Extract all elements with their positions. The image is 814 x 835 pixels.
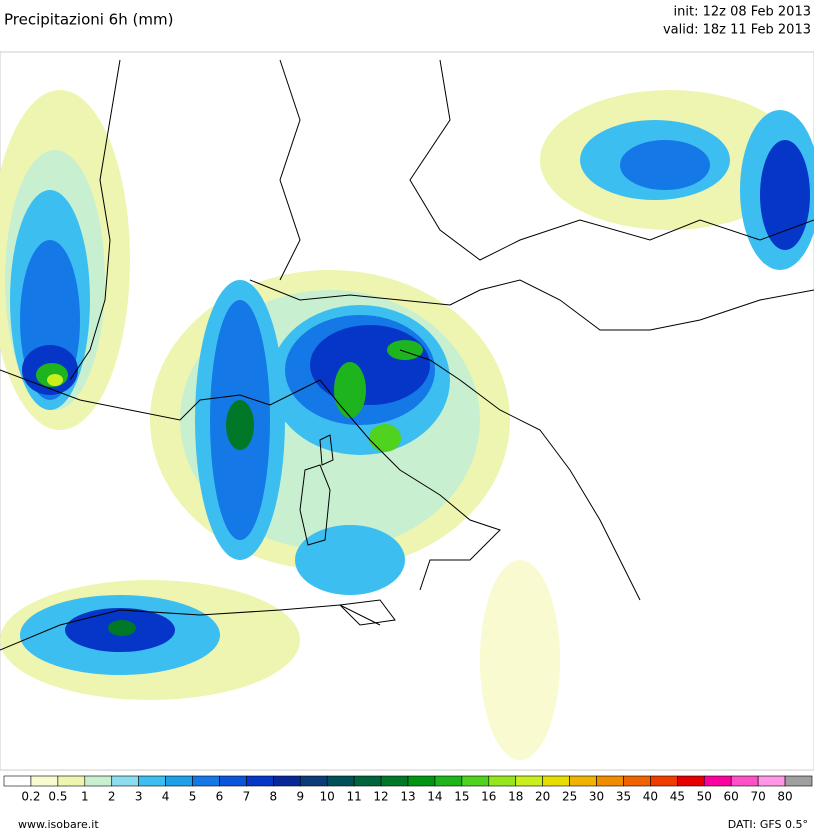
colorbar-swatch: [730, 775, 759, 787]
border: [279, 59, 301, 281]
colorbar-swatch: [138, 775, 166, 787]
precip-area: [387, 340, 423, 360]
colorbar-swatch: [569, 775, 597, 787]
colorbar-label: 13: [400, 790, 415, 804]
colorbar-swatch: [165, 775, 193, 787]
colorbar-label: 2: [108, 790, 116, 804]
precip-area: [334, 362, 366, 418]
colorbar-label: 50: [697, 790, 712, 804]
colorbar-label: 70: [750, 790, 765, 804]
valid-time: valid: 18z 11 Feb 2013: [663, 23, 811, 38]
colorbar-swatch: [623, 775, 651, 787]
precip-area: [760, 140, 810, 250]
title: Precipitazioni 6h (mm): [4, 11, 173, 29]
colorbar-label: 16: [481, 790, 496, 804]
colorbar-label: 30: [589, 790, 604, 804]
colorbar-label: 5: [189, 790, 197, 804]
borders: [0, 59, 814, 651]
colorbar-label: 20: [535, 790, 550, 804]
island: [299, 464, 331, 546]
colorbar-swatch: [542, 775, 570, 787]
precip-area: [310, 325, 430, 405]
colorbar-swatch: [757, 775, 786, 787]
colorbar-label: 45: [670, 790, 685, 804]
colorbar-swatch: [461, 775, 490, 787]
colorbar-swatch: [84, 775, 113, 787]
colorbar-swatch: [434, 775, 463, 787]
colorbar-swatch: [219, 775, 247, 787]
colorbar-swatch: [380, 775, 409, 787]
colorbar-label: 25: [562, 790, 577, 804]
colorbar-label: 0.5: [48, 790, 67, 804]
colorbar-swatch: [407, 775, 436, 787]
colorbar-swatch: [111, 775, 139, 787]
colorbar-swatch: [650, 775, 678, 787]
colorbar-swatch: [246, 775, 274, 787]
precip-area: [47, 374, 63, 386]
precip-area: [226, 400, 254, 450]
colorbar-swatch: [326, 775, 355, 787]
colorbar-swatch: [488, 775, 517, 787]
precip-fields: [0, 90, 814, 760]
colorbar-label: 6: [216, 790, 224, 804]
init-time: init: 12z 08 Feb 2013: [674, 5, 811, 20]
colorbar-label: 80: [777, 790, 792, 804]
coastline: [399, 349, 641, 601]
colorbar-label: 18: [508, 790, 523, 804]
colorbar-label: 0.2: [21, 790, 40, 804]
colorbar-label: 12: [373, 790, 388, 804]
colorbar-label: 8: [270, 790, 278, 804]
precip-area: [620, 140, 710, 190]
colorbar-swatch: [30, 775, 59, 787]
colorbar-label: 7: [243, 790, 251, 804]
colorbar-swatch: [677, 775, 705, 787]
map: [0, 51, 814, 771]
colorbar-swatch: [299, 775, 328, 787]
colorbar-swatch: [353, 775, 382, 787]
precip-area: [295, 525, 405, 595]
colorbar-label: 60: [724, 790, 739, 804]
site-label: www.isobare.it: [18, 818, 99, 831]
coastline: [69, 59, 121, 381]
colorbar-swatch: [57, 775, 86, 787]
colorbar-swatch: [192, 775, 220, 787]
colorbar-label: 15: [454, 790, 469, 804]
colorbar-swatch: [515, 775, 543, 787]
colorbar-label: 14: [427, 790, 442, 804]
colorbar-label: 11: [346, 790, 361, 804]
border: [249, 279, 814, 331]
source-label: DATI: GFS 0.5°: [728, 818, 808, 831]
island: [319, 434, 334, 466]
colorbar-swatch: [3, 775, 32, 787]
border: [409, 59, 814, 261]
colorbar-label: 9: [296, 790, 304, 804]
coastline: [0, 369, 501, 591]
colorbar-swatch: [703, 775, 732, 787]
colorbar-swatch: [273, 775, 301, 787]
colorbar-label: 1: [81, 790, 89, 804]
colorbar-label: 4: [162, 790, 170, 804]
colorbar-label: 35: [616, 790, 631, 804]
colorbar-swatch: [596, 775, 624, 787]
precip-area: [480, 560, 560, 760]
precip-area: [108, 620, 136, 636]
precip-area: [369, 424, 401, 452]
island: [338, 599, 396, 626]
colorbar-label: 3: [135, 790, 143, 804]
colorbar-label: 10: [320, 790, 335, 804]
colorbar: 0.2 0.5 1 2 3 4 5 6 7 8 9 10 11 12 13 14 15 16 18 20 25 30 35 4…: [3, 775, 813, 804]
colorbar-swatch: [784, 775, 813, 787]
colorbar-label: 40: [643, 790, 658, 804]
